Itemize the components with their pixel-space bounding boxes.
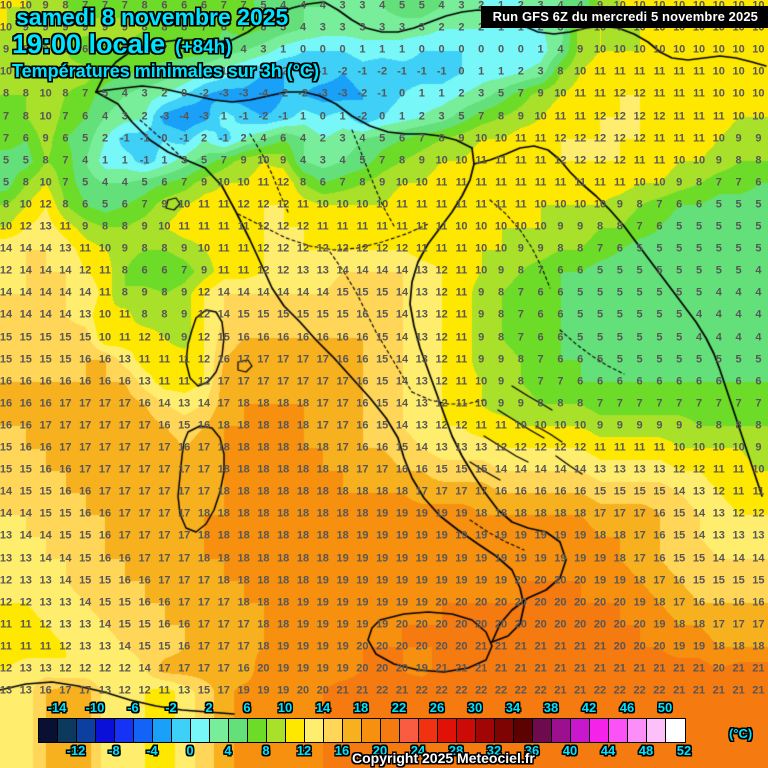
copyright-notice: Copyright 2025 Meteociel.fr [352, 750, 535, 766]
model-run-banner: Run GFS 6Z du mercredi 5 novembre 2025 [480, 6, 768, 28]
